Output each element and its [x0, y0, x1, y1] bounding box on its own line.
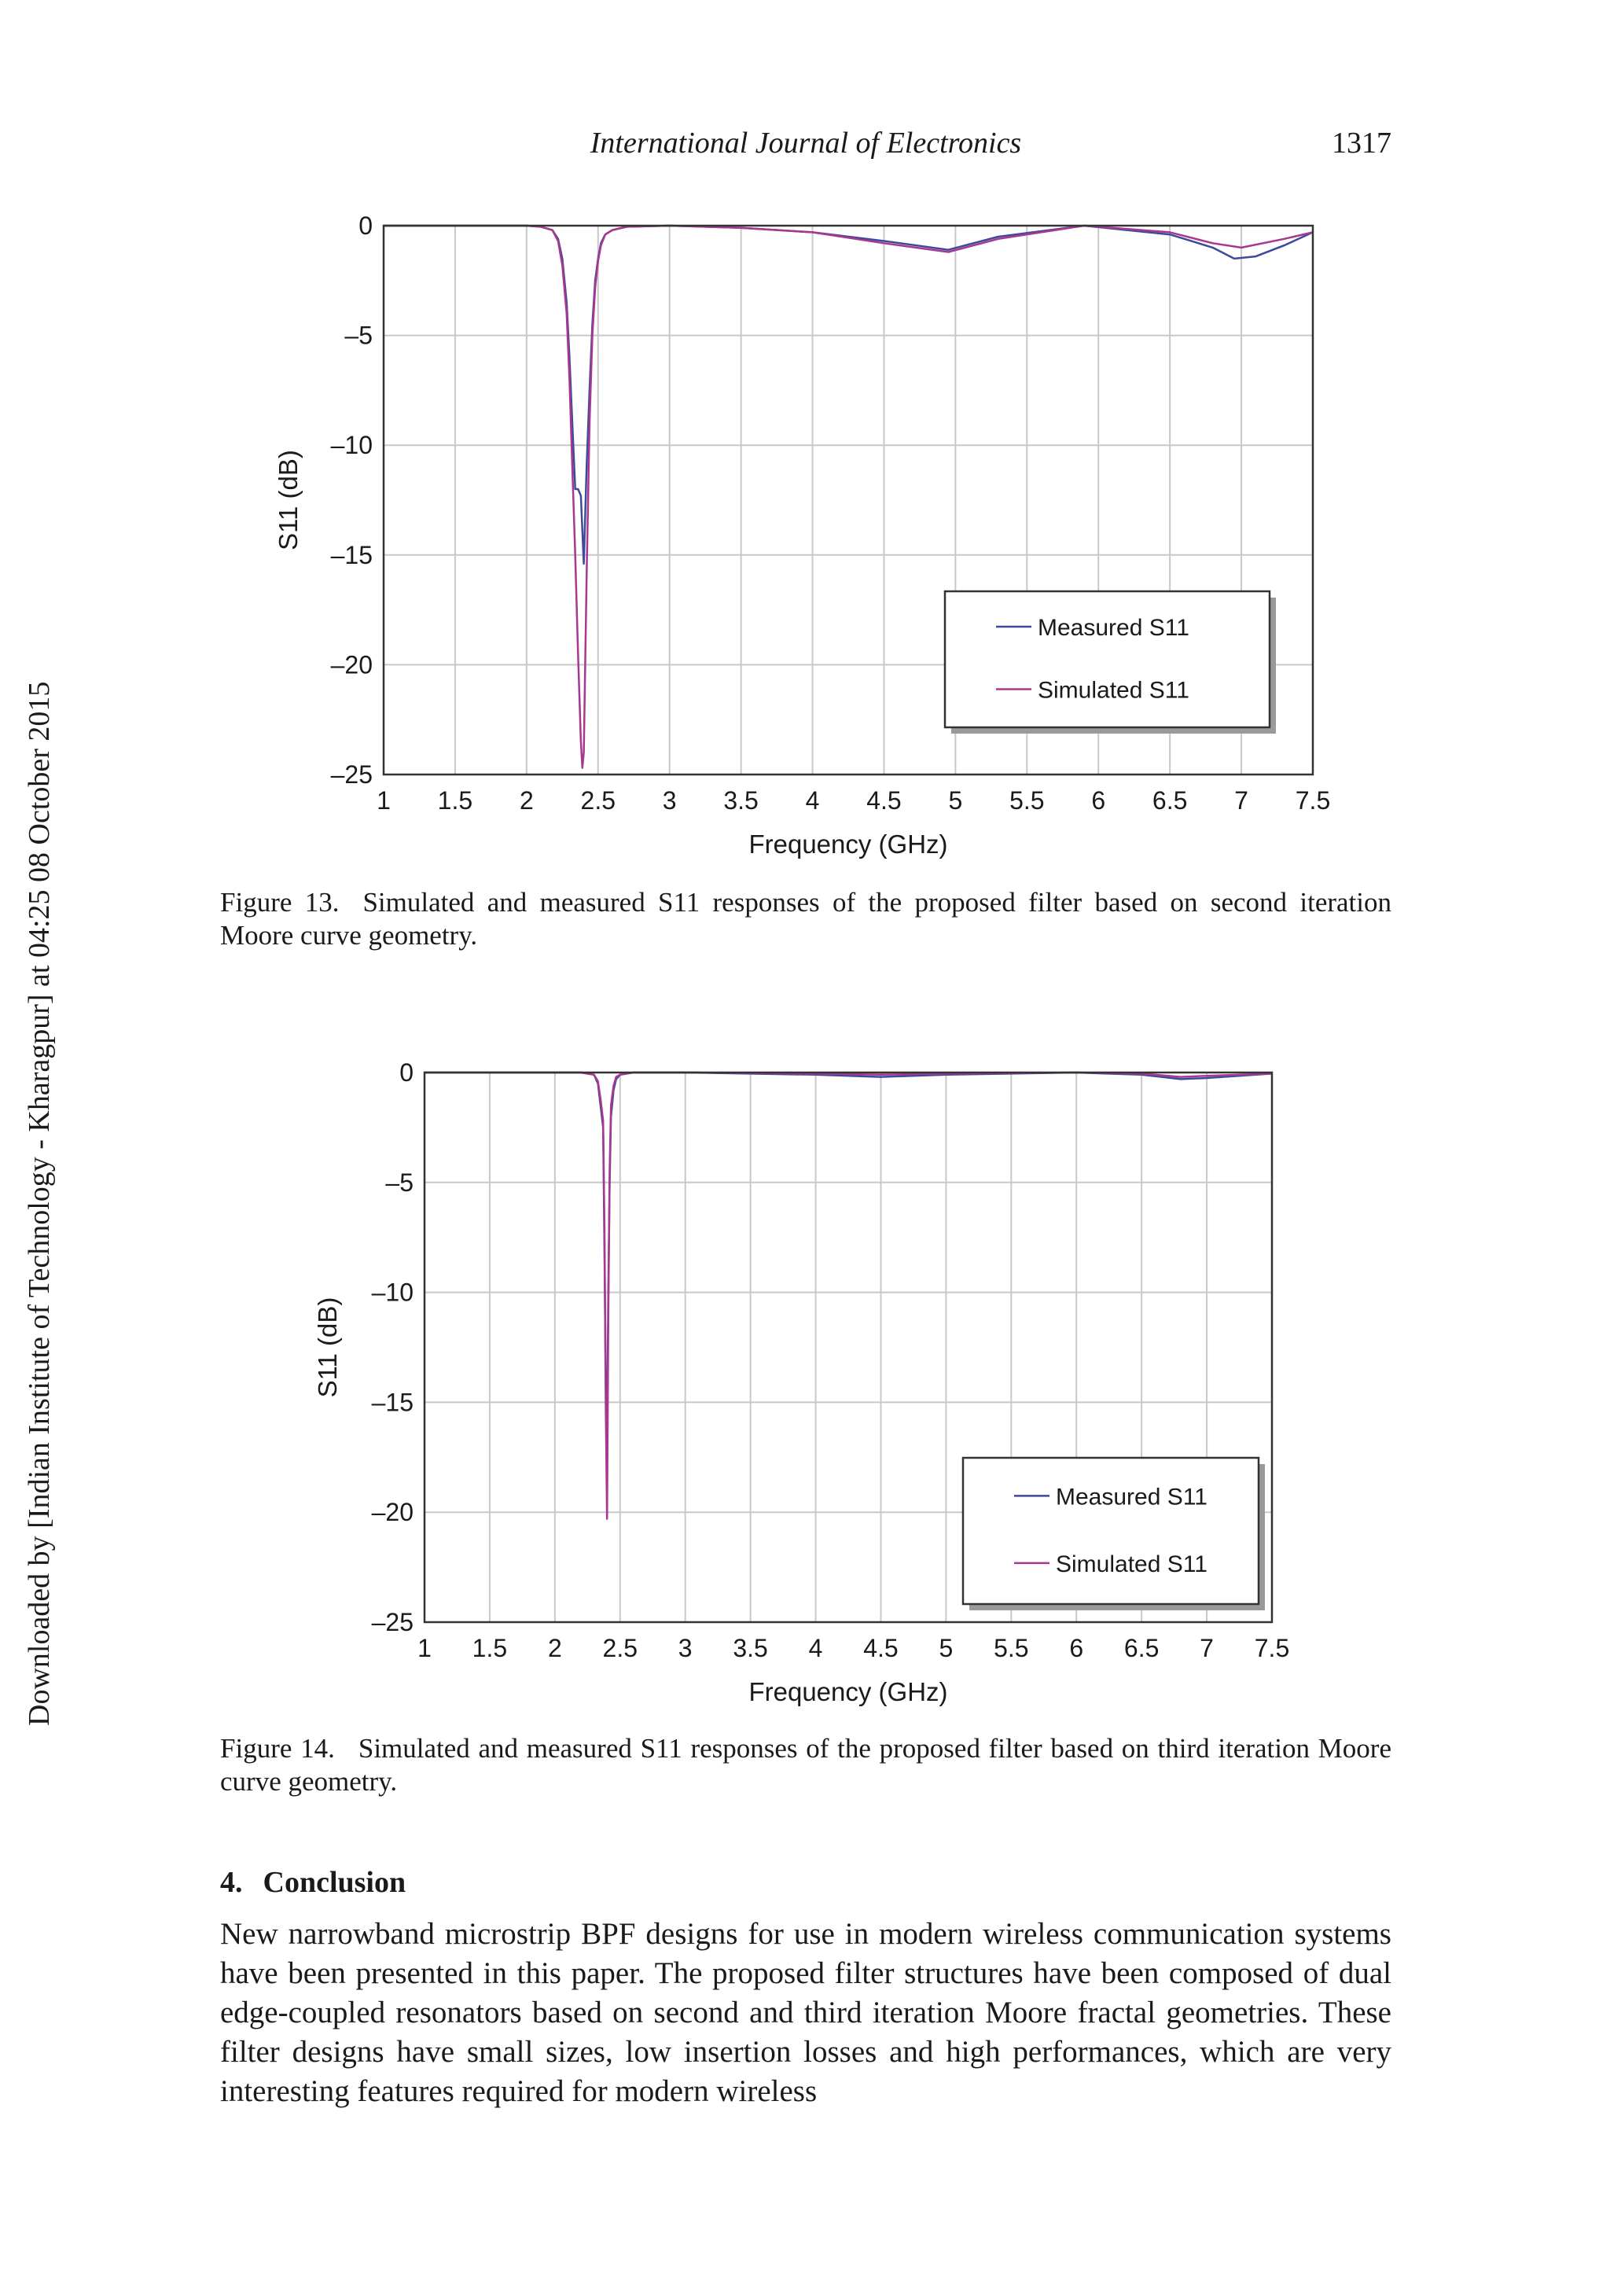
section-heading-conclusion: 4. Conclusion — [220, 1865, 406, 1900]
legend-box — [943, 590, 1271, 729]
x-tick-label: 5 — [939, 1634, 953, 1662]
series-line-0 — [425, 1071, 1273, 1437]
legend-label-1: Simulated S11 — [1038, 678, 1189, 704]
x-tick-label: 2.5 — [603, 1634, 638, 1662]
x-tick-label: 4.5 — [866, 786, 901, 815]
y-tick-label: –5 — [344, 322, 373, 350]
y-tick-label: 0 — [399, 1058, 414, 1087]
legend: Measured S11 Simulated S11 — [943, 590, 1276, 734]
x-tick-label: 6.5 — [1124, 1634, 1159, 1662]
y-tick-label: –20 — [331, 650, 373, 679]
figure-13-caption: Figure 13. Simulated and measured S11 res… — [220, 886, 1391, 952]
x-axis-label: Frequency (GHz) — [748, 830, 947, 859]
x-tick-label: 6 — [1069, 1634, 1083, 1662]
grid — [383, 225, 1314, 775]
x-tick-label: 7 — [1234, 786, 1248, 815]
y-tick-label: –25 — [372, 1608, 414, 1636]
x-tick-label: 3.5 — [733, 1634, 767, 1662]
figure-13-chart: 1 1.5 2 2.5 3 3.5 4 4.5 5 5.5 6 6.5 7 7.5 0 –5 –10 –15 –20… — [274, 212, 1330, 859]
x-axis-label: Frequency (GHz) — [748, 1677, 947, 1706]
x-tick-label: 5.5 — [1009, 786, 1044, 815]
plot-frame — [423, 1071, 1274, 1624]
x-tick-label: 4 — [809, 1634, 823, 1662]
x-tick-label: 4.5 — [863, 1634, 898, 1662]
running-head: International Journal of Electronics 131… — [220, 126, 1391, 165]
x-tick-label: 3 — [678, 1634, 693, 1662]
y-tick-label: –10 — [372, 1279, 414, 1307]
series-line-1 — [425, 1071, 1273, 1520]
x-tick-label: 1.5 — [438, 786, 472, 815]
legend-label-0: Measured S11 — [1038, 615, 1189, 641]
legend-label-1: Simulated S11 — [1056, 1551, 1208, 1577]
series-line-1 — [384, 224, 1314, 769]
x-tick-label: 5 — [948, 786, 962, 815]
x-tick-label: 3.5 — [723, 786, 758, 815]
y-tick-label: 0 — [358, 212, 373, 240]
conclusion-paragraph: New narrowband microstrip BPF designs fo… — [220, 1917, 1391, 2108]
x-tick-label: 1 — [417, 1634, 432, 1662]
figure-13-caption-text: Simulated and measured S11 responses of … — [220, 887, 1391, 951]
x-tick-label: 7.5 — [1296, 786, 1330, 815]
journal-title: International Journal of Electronics — [590, 127, 1022, 160]
page-number: 1317 — [1332, 127, 1391, 160]
legend-label-0: Measured S11 — [1056, 1484, 1208, 1510]
x-tick-label: 7 — [1200, 1634, 1214, 1662]
legend-box — [961, 1456, 1260, 1606]
figure-13-label: Figure 13. — [220, 887, 340, 918]
legend: Measured S11 Simulated S11 — [961, 1456, 1265, 1610]
figure-14-label: Figure 14. — [220, 1733, 335, 1764]
y-tick-label: –20 — [372, 1498, 414, 1526]
y-tick-label: –25 — [331, 760, 373, 789]
x-tick-label: 6 — [1091, 786, 1105, 815]
figure-14-chart: 1 1.5 2 2.5 3 3.5 4 4.5 5 5.5 6 6.5 7 7.5 0 –5 –10 –15 –20… — [313, 1058, 1289, 1706]
x-tick-label: 4 — [806, 786, 820, 815]
x-tick-label: 1 — [377, 786, 391, 815]
x-tick-label: 6.5 — [1152, 786, 1187, 815]
plot-frame — [382, 224, 1314, 776]
y-tick-label: –5 — [385, 1168, 414, 1197]
y-axis-label: S11 (dB) — [274, 450, 303, 550]
figure-14-caption-text: Simulated and measured S11 responses of … — [220, 1733, 1391, 1797]
x-tick-label: 2 — [548, 1634, 562, 1662]
x-tick-label: 7.5 — [1255, 1634, 1289, 1662]
figure-14-caption: Figure 14. Simulated and measured S11 res… — [220, 1732, 1391, 1798]
x-tick-label: 5.5 — [994, 1634, 1028, 1662]
section-title: Conclusion — [263, 1866, 406, 1899]
y-tick-label: –10 — [331, 431, 373, 459]
x-tick-label: 2.5 — [581, 786, 616, 815]
x-tick-label: 2 — [520, 786, 534, 815]
y-tick-label: –15 — [331, 541, 373, 569]
section-number: 4. — [220, 1866, 243, 1899]
x-tick-label: 1.5 — [472, 1634, 507, 1662]
x-tick-label: 3 — [663, 786, 677, 815]
y-tick-label: –15 — [372, 1388, 414, 1416]
y-axis-label: S11 (dB) — [313, 1297, 342, 1398]
